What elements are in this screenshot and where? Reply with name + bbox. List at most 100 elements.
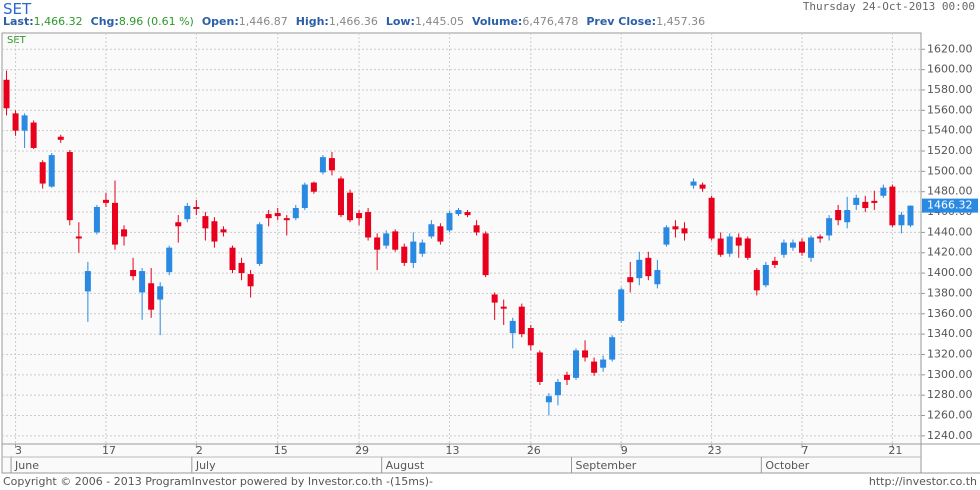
candle-body: [898, 214, 905, 226]
quote-value: 6,476,478: [522, 15, 579, 28]
candle-body: [826, 218, 833, 236]
candle-body: [690, 181, 697, 186]
candle-body: [292, 207, 299, 219]
url[interactable]: http://investor.co.th: [868, 475, 977, 488]
candle-body: [817, 236, 824, 239]
candle-body: [853, 197, 860, 205]
header: SET Thursday 24-Oct-2013 00:00 Last:1,46…: [3, 0, 977, 31]
candle-body: [618, 289, 625, 321]
candle-body: [166, 247, 173, 273]
candle-body: [57, 136, 64, 140]
month-label: July: [195, 459, 216, 472]
x-tick-label: 2: [196, 444, 203, 457]
quote-bar: Last:1,466.32 Chg:8.96 (0.61 %) Open:1,446…: [3, 15, 713, 28]
candle-body: [717, 238, 724, 255]
candle-body: [744, 238, 751, 258]
candle-body: [139, 271, 146, 293]
candle-body: [536, 352, 543, 382]
x-tick-label: 29: [355, 444, 369, 457]
candle-body: [93, 206, 100, 233]
y-tick-label: 1420.00: [927, 246, 973, 259]
y-tick-label: 1500.00: [927, 164, 973, 177]
candle-body: [753, 270, 760, 291]
x-tick-label: 13: [445, 444, 459, 457]
quote-label: Prev Close:: [586, 15, 657, 28]
candle-body: [654, 270, 661, 285]
quote-value: 1,466.36: [328, 15, 378, 28]
candle-body: [157, 286, 164, 300]
candle-body: [428, 224, 435, 237]
candle-body: [844, 210, 851, 223]
y-tick-label: 1300.00: [927, 368, 973, 381]
month-label: June: [14, 459, 39, 472]
last-price-tag: 1466.32: [927, 199, 973, 212]
candle-body: [374, 237, 381, 250]
candle-body: [446, 213, 453, 231]
y-tick-label: 1600.00: [927, 63, 973, 76]
candle-body: [274, 213, 281, 217]
candle-body: [130, 270, 137, 277]
candle-body: [347, 192, 354, 221]
symbol-label: SET: [7, 35, 27, 46]
candle-body: [102, 199, 109, 203]
candle-body: [12, 113, 19, 131]
candle-body: [554, 381, 561, 396]
month-label: August: [386, 459, 425, 472]
candle-body: [111, 202, 118, 245]
month-label: September: [575, 459, 636, 472]
quote-value: 1,466.32: [33, 15, 83, 28]
candle-body: [121, 229, 128, 237]
candle-body: [21, 115, 28, 131]
quote-value: 1,445.05: [414, 15, 464, 28]
x-tick-label: 15: [274, 444, 288, 457]
candle-body: [627, 277, 634, 283]
date: Thursday 24-Oct-2013 00:00: [802, 0, 975, 13]
y-tick-label: 1340.00: [927, 327, 973, 340]
candle-body: [383, 233, 390, 246]
candle-body: [645, 257, 652, 277]
candle-body: [871, 200, 878, 203]
candle-body: [229, 247, 236, 271]
candle-body: [518, 306, 525, 335]
footer: Copyright © 2006 - 2013 ProgramInvestor …: [0, 474, 980, 490]
candle-body: [636, 259, 643, 279]
copyright: Copyright © 2006 - 2013 ProgramInvestor …: [3, 475, 433, 488]
candle-body: [265, 214, 272, 219]
candle-body: [283, 218, 290, 221]
candle-body: [473, 225, 480, 233]
title: SET: [3, 0, 32, 18]
candle-body: [808, 237, 815, 258]
y-tick-label: 1620.00: [927, 42, 973, 55]
month-label: October: [765, 459, 809, 472]
candle-body: [663, 227, 670, 245]
candle-body: [672, 226, 679, 230]
y-tick-label: 1440.00: [927, 225, 973, 238]
quote-label: Last:: [3, 15, 34, 28]
last-price-box: [922, 198, 978, 213]
x-tick-label: 9: [621, 444, 628, 457]
x-tick-label: 7: [802, 444, 809, 457]
y-tick-label: 1480.00: [927, 185, 973, 198]
x-tick-label: 17: [102, 444, 116, 457]
candle-body: [780, 242, 787, 255]
candle-body: [48, 155, 55, 187]
y-tick-label: 1520.00: [927, 144, 973, 157]
candle-body: [193, 206, 200, 209]
candle-body: [771, 260, 778, 265]
candle-body: [482, 233, 489, 276]
candle-body: [880, 187, 887, 196]
candle-body: [762, 264, 769, 286]
candle-body: [591, 361, 598, 373]
candle-body: [437, 226, 444, 242]
candle-body: [392, 231, 399, 250]
quote-label: Open:: [201, 15, 239, 28]
y-tick-label: 1360.00: [927, 307, 973, 320]
candle-body: [862, 201, 869, 208]
candle-body: [726, 236, 733, 254]
candle-body: [301, 184, 308, 208]
y-tick-label: 1380.00: [927, 286, 973, 299]
candle-body: [184, 205, 191, 220]
candle-body: [220, 229, 227, 233]
candle-body: [573, 350, 580, 378]
quote-label: Volume:: [471, 15, 523, 28]
